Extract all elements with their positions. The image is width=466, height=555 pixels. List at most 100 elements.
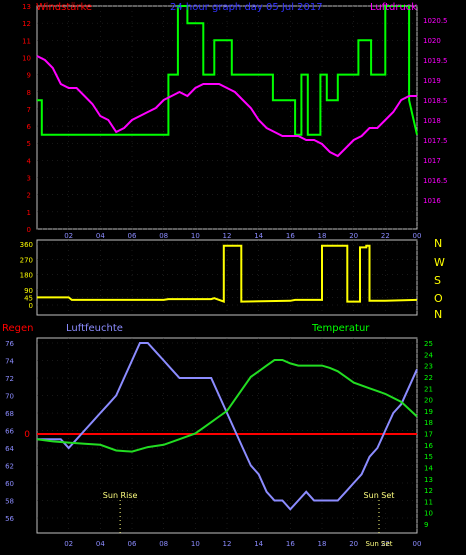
humidity-tick-label: 68: [5, 410, 14, 418]
humidity-line: [37, 342, 418, 511]
wind-tick-label: 1: [27, 209, 31, 217]
x-tick-label: 16: [286, 540, 295, 548]
pressure-tick-label: 1016: [423, 197, 441, 205]
humidity-temperature-panel: 56 58 60 62 64 66 68 70 72 74 76 9 10 11 12 13 14 15 16 17…: [2, 323, 433, 548]
x-tick-label: 06: [128, 232, 137, 240]
sunrise-label: Sun Rise: [103, 491, 138, 500]
pressure-tick-label: 1020.5: [423, 17, 448, 25]
temperature-tick-label: 24: [424, 351, 433, 359]
sunset-label: Sun Set: [364, 491, 395, 500]
temperature-tick-label: 17: [424, 431, 433, 439]
humidity-tick-label: 72: [5, 375, 14, 383]
wind-tick-label: 3: [27, 175, 31, 183]
direction-tick-label: 90: [24, 287, 33, 295]
temperature-tick-label: 9: [424, 521, 428, 529]
temperature-tick-label: 22: [424, 374, 433, 382]
x-tick-label: 12: [223, 232, 232, 240]
wind-tick-label: 7: [27, 106, 31, 114]
temperature-tick-label: 23: [424, 363, 433, 371]
x-tick-label: 00: [413, 540, 422, 548]
temperature-tick-label: 10: [424, 510, 433, 518]
humidity-tick-label: 64: [5, 445, 14, 453]
x-tick-label: 20: [349, 540, 358, 548]
temperature-tick-label: 15: [424, 453, 433, 461]
x-tick-label: 16: [286, 232, 295, 240]
compass-label: N: [434, 237, 442, 250]
pressure-tick-label: 1016.5: [423, 177, 448, 185]
pressure-tick-label: 1020: [423, 37, 441, 45]
wind-tick-label: 6: [27, 123, 32, 131]
humidity-tick-label: 70: [5, 393, 14, 401]
x-tick-label: 02: [64, 540, 73, 548]
humidity-tick-label: 62: [5, 463, 14, 471]
compass-label: W: [434, 256, 445, 269]
temperature-line: [36, 359, 418, 453]
temperature-tick-label: 13: [424, 476, 433, 484]
x-tick-label: 10: [191, 232, 200, 240]
compass-label: N: [434, 308, 442, 321]
direction-tick-label: 360: [20, 241, 33, 249]
humidity-tick-label: 60: [5, 480, 14, 488]
x-tick-label: 04: [96, 232, 105, 240]
x-tick-label: 22: [381, 540, 390, 548]
x-tick-label: 04: [96, 540, 105, 548]
temperature-tick-label: 21: [424, 385, 433, 393]
direction-tick-label: 45: [24, 294, 33, 302]
chart-title: 24 hour graph day 05 Jul 2017: [170, 2, 323, 13]
wind-tick-label: 5: [27, 140, 31, 148]
sunset-time-label: Sun Set: [365, 540, 392, 548]
x-tick-label: 18: [318, 232, 327, 240]
x-tick-label: 10: [191, 540, 200, 548]
pressure-tick-label: 1019.5: [423, 57, 448, 65]
wind-tick-label: 13: [22, 3, 31, 11]
x-tick-label: 22: [381, 232, 390, 240]
pressure-tick-label: 1019: [423, 77, 441, 85]
compass-label: S: [434, 274, 441, 287]
temperature-label: Temperatur: [311, 323, 370, 334]
temperature-tick-label: 19: [424, 408, 433, 416]
wind-speed-line: [37, 5, 418, 136]
direction-tick-label: 180: [20, 272, 33, 280]
pressure-tick-label: 1018.5: [423, 97, 448, 105]
rain-label: Regen: [2, 323, 34, 334]
wind-tick-label: 8: [27, 89, 31, 97]
humidity-tick-label: 56: [5, 515, 14, 523]
temperature-tick-label: 16: [424, 442, 433, 450]
compass-label: O: [434, 292, 443, 305]
pressure-tick-label: 1018: [423, 117, 441, 125]
rain-zero-label: 0: [24, 430, 30, 440]
wind-tick-label: 4: [27, 157, 32, 165]
x-tick-label: 02: [64, 232, 73, 240]
x-tick-label: 08: [159, 540, 168, 548]
humidity-tick-label: 76: [5, 340, 14, 348]
humidity-label: Luftfeuchte: [66, 323, 123, 334]
wind-direction-line: [37, 244, 418, 304]
humidity-tick-label: 58: [5, 498, 14, 506]
pressure-tick-label: 1017.5: [423, 137, 448, 145]
temperature-tick-label: 18: [424, 419, 433, 427]
temperature-tick-label: 14: [424, 464, 433, 472]
temperature-tick-label: 12: [424, 487, 433, 495]
wind-tick-label: 0: [27, 226, 31, 234]
wind-tick-label: 12: [22, 20, 31, 28]
pressure-label: Luftdruck: [370, 2, 417, 13]
direction-tick-label: 0: [29, 302, 33, 310]
pressure-tick-label: 1017: [423, 157, 441, 165]
wind-tick-label: 10: [22, 54, 31, 62]
x-tick-label: 18: [318, 540, 327, 548]
pressure-line: [36, 55, 417, 158]
direction-tick-label: 270: [20, 256, 33, 264]
wind-tick-label: 9: [27, 72, 31, 80]
x-tick-label: 14: [254, 232, 263, 240]
x-tick-label: 14: [254, 540, 263, 548]
humidity-tick-label: 66: [5, 428, 14, 436]
wind-tick-label: 11: [22, 37, 31, 45]
wind-speed-label: Windstärke: [36, 2, 92, 13]
x-tick-label: 20: [349, 232, 358, 240]
humidity-tick-label: 74: [5, 358, 14, 366]
temperature-tick-label: 11: [424, 498, 433, 506]
x-tick-label: 12: [223, 540, 232, 548]
